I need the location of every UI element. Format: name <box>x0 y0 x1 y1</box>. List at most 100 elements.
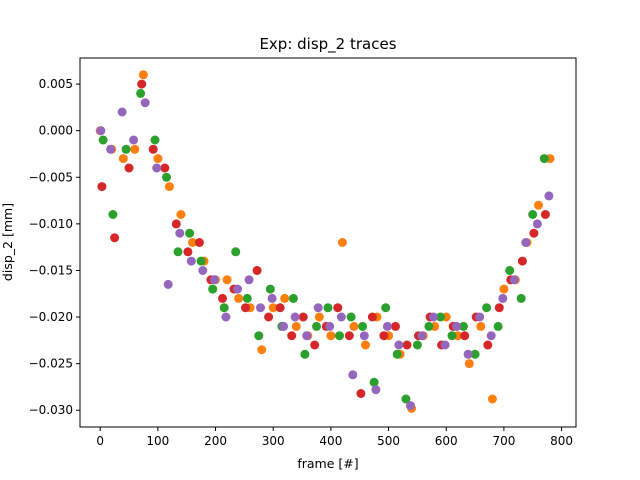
x-tick-label: 300 <box>262 434 285 448</box>
data-point <box>287 331 297 341</box>
data-point <box>346 312 356 322</box>
data-point <box>459 321 468 331</box>
data-point <box>359 331 369 341</box>
data-point <box>136 88 146 98</box>
data-point <box>452 321 462 331</box>
data-point <box>186 256 196 266</box>
data-point <box>121 144 131 154</box>
data-point <box>188 238 197 247</box>
x-tick-label: 600 <box>435 434 458 448</box>
x-tick-label: 500 <box>377 434 400 448</box>
data-point <box>254 331 264 341</box>
data-point <box>487 394 497 404</box>
data-point <box>521 238 531 247</box>
data-point <box>379 331 389 341</box>
data-point <box>436 312 445 322</box>
data-point <box>325 321 335 331</box>
data-point <box>333 303 343 313</box>
data-point <box>417 331 427 341</box>
data-point <box>540 210 550 219</box>
data-point <box>219 303 229 313</box>
data-point <box>528 210 538 219</box>
data-point <box>475 312 485 322</box>
data-point <box>406 401 415 411</box>
data-point <box>358 321 368 331</box>
data-point <box>257 345 267 355</box>
y-tick-label: −0.005 <box>29 170 73 184</box>
data-point <box>344 331 354 341</box>
data-point <box>256 303 265 313</box>
data-point <box>381 303 391 313</box>
data-point <box>148 144 158 154</box>
data-point <box>241 303 250 313</box>
data-point <box>392 349 402 359</box>
data-point <box>391 321 400 331</box>
data-point <box>118 154 128 164</box>
data-point <box>394 340 404 350</box>
data-point <box>348 370 358 380</box>
data-point <box>447 331 457 341</box>
data-point <box>382 321 392 331</box>
x-tick-label: 200 <box>204 434 227 448</box>
data-point <box>312 321 321 331</box>
data-point <box>424 321 434 331</box>
data-point <box>173 247 183 257</box>
x-axis-ticks: 0 100 200 300 400 500 600 700 800 <box>96 427 573 448</box>
y-tick-label: 0.000 <box>39 124 73 138</box>
data-point <box>336 312 346 322</box>
data-point <box>534 200 543 210</box>
data-point <box>264 312 274 322</box>
data-point <box>310 340 320 350</box>
data-point <box>367 312 377 322</box>
data-point <box>110 233 120 243</box>
data-point <box>371 385 381 395</box>
x-axis-label: frame [#] <box>297 456 358 471</box>
data-point <box>544 191 554 201</box>
data-point <box>164 182 174 192</box>
data-point <box>470 349 480 359</box>
data-point <box>162 172 171 182</box>
y-tick-label: −0.015 <box>29 263 73 277</box>
data-point <box>196 256 206 266</box>
data-point <box>108 210 118 219</box>
x-tick-label: 400 <box>319 434 342 448</box>
data-point <box>493 321 503 331</box>
data-point <box>290 312 300 322</box>
data-point <box>267 293 277 303</box>
data-point <box>280 293 290 303</box>
data-point <box>153 154 163 164</box>
data-point <box>509 275 519 285</box>
data-point <box>529 228 539 238</box>
data-points <box>95 70 555 413</box>
data-point <box>194 238 204 247</box>
data-point <box>129 135 139 145</box>
data-point <box>440 340 450 350</box>
data-point <box>183 247 193 257</box>
data-point <box>209 275 219 285</box>
chart-title: Exp: disp_2 traces <box>259 35 396 54</box>
y-axis-label: disp_2 [mm] <box>0 203 15 281</box>
data-point <box>499 284 509 294</box>
data-point <box>291 321 301 331</box>
data-point <box>185 228 195 238</box>
data-point <box>323 303 333 313</box>
data-point <box>275 303 285 313</box>
data-point <box>268 303 278 313</box>
y-tick-label: −0.010 <box>29 217 73 231</box>
data-point <box>265 284 275 294</box>
y-tick-label: −0.030 <box>29 403 73 417</box>
data-point <box>498 293 508 303</box>
data-point <box>356 389 366 398</box>
data-point <box>117 107 127 117</box>
y-axis-ticks: 0.005 0.000 −0.005 −0.010 −0.015 −0.020 −0.025… <box>29 77 80 417</box>
data-point <box>402 340 412 350</box>
data-point <box>300 349 310 359</box>
data-point <box>150 135 160 145</box>
data-point <box>218 293 227 303</box>
data-point <box>198 266 208 275</box>
data-point <box>412 340 422 350</box>
x-tick-label: 0 <box>96 434 104 448</box>
y-tick-label: −0.025 <box>29 357 73 371</box>
